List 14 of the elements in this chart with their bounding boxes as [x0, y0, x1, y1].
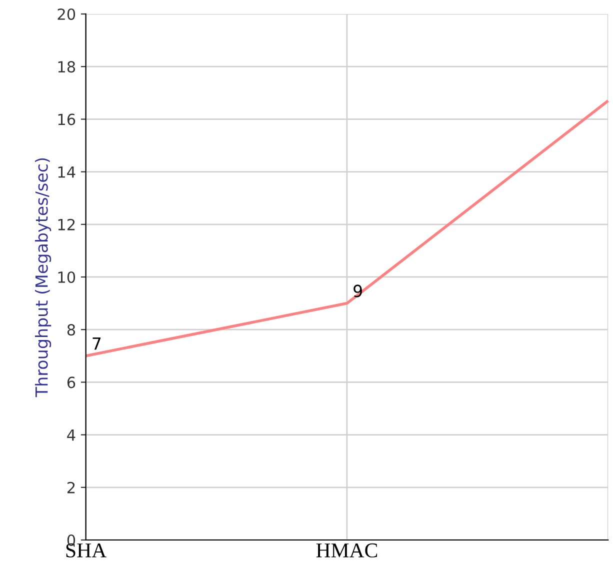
- data-label: 9: [354, 284, 362, 298]
- y-tick-label: 8: [67, 324, 76, 336]
- data-label: 7: [92, 337, 101, 350]
- y-tick-label: 6: [67, 376, 76, 388]
- x-tick-label: HMAC: [316, 543, 378, 558]
- y-tick-label: 2: [67, 482, 75, 494]
- y-tick-label: 14: [58, 166, 76, 178]
- y-tick-label: 10: [58, 271, 76, 284]
- y-axis-title: Throughput (Megabytes/sec): [34, 158, 52, 398]
- y-tick-label: 16: [58, 114, 76, 126]
- y-tick-label: 20: [58, 8, 76, 20]
- y-tick-label: 12: [58, 218, 75, 230]
- y-tick-label: 18: [58, 61, 76, 73]
- y-tick-label: 4: [67, 429, 76, 441]
